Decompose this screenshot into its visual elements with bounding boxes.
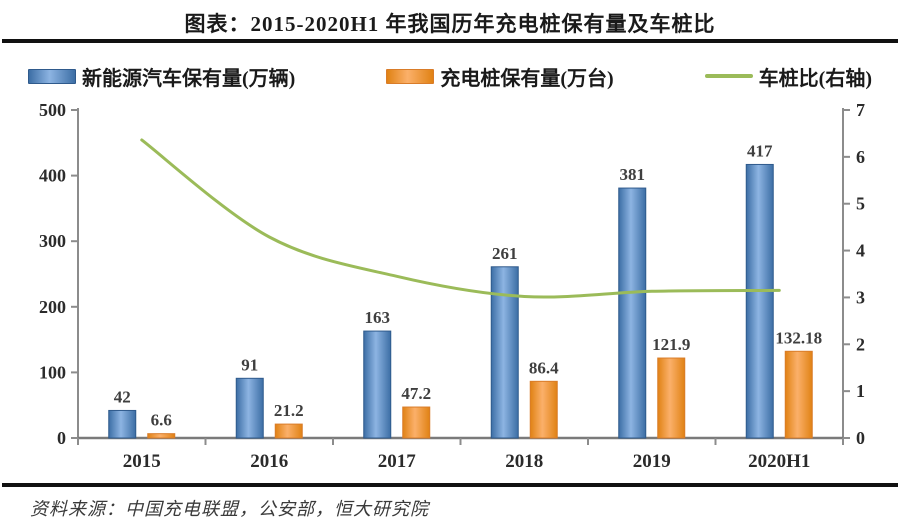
bar-ev-2018 (490, 266, 519, 439)
legend-swatch-orange-bar (386, 68, 435, 84)
legend-swatch-green-line (704, 74, 753, 78)
left-axis-tick-label: 200 (39, 297, 66, 317)
right-axis-tick-label: 7 (856, 100, 865, 120)
left-axis-tick-label: 400 (39, 166, 66, 186)
bar-pile-2017 (402, 406, 431, 439)
left-axis-tick-label: 300 (39, 231, 66, 251)
x-axis-category-label: 2019 (633, 451, 671, 472)
legend-label-ev: 新能源汽车保有量(万辆) (82, 67, 296, 90)
bar-pile-value-label: 21.2 (274, 401, 304, 420)
legend-item-ratio: 车桩比(右轴) (704, 62, 872, 91)
title-divider (2, 39, 898, 43)
source-note: 资料来源：中国充电联盟，公安部，恒大研究院 (30, 499, 429, 519)
x-axis-category-label: 2017 (378, 451, 417, 472)
right-axis-tick-label: 5 (856, 194, 865, 214)
legend: 新能源汽车保有量(万辆) 充电桩保有量(万台) 车桩比(右轴) (0, 60, 900, 92)
x-axis-category-label: 2015 (123, 451, 161, 472)
x-axis-category-label: 2016 (250, 451, 288, 472)
bar-pile-value-label: 132.18 (775, 328, 822, 347)
left-axis-tick-label: 500 (39, 100, 66, 120)
bar-pile-2019 (657, 357, 686, 439)
right-axis-tick-label: 3 (856, 287, 865, 307)
bar-ev-value-label: 261 (492, 244, 518, 263)
legend-item-ev: 新能源汽车保有量(万辆) (28, 62, 295, 91)
plot-area: 0 100 200 300 400 500 0 1 2 3 4 5 6 7 2015 2016 2017 2018… (0, 95, 900, 485)
legend-label-pile: 充电桩保有量(万台) (440, 67, 614, 90)
right-axis-tick-label: 2 (856, 334, 865, 354)
left-axis-tick-label: 0 (57, 428, 66, 448)
bar-ev-value-label: 381 (620, 165, 646, 184)
bar-ev-value-label: 417 (747, 141, 773, 160)
bar-pile-2018 (529, 380, 558, 439)
right-axis-tick-label: 1 (856, 381, 865, 401)
bar-pile-2016 (274, 423, 303, 439)
bar-pile-value-label: 6.6 (151, 411, 172, 430)
legend-swatch-blue-bar (28, 68, 76, 84)
footer-divider (2, 483, 898, 487)
page-title: 图表：2015-2020H1 年我国历年充电桩保有量及车桩比 (184, 12, 716, 36)
bar-pile-2015 (147, 433, 176, 439)
chart-svg: 0 100 200 300 400 500 0 1 2 3 4 5 6 7 2015 2016 2017 2018… (39, 100, 865, 472)
right-axis-tick-label: 6 (856, 147, 865, 167)
x-axis-category-label: 2018 (505, 451, 543, 472)
right-axis-tick-label: 4 (856, 241, 865, 261)
bar-ev-2017 (363, 330, 392, 439)
bar-ev-value-label: 163 (365, 308, 391, 327)
bar-ev-2016 (235, 377, 264, 439)
bar-ev-2020H1 (745, 163, 774, 439)
legend-label-ratio: 车桩比(右轴) (758, 67, 872, 90)
x-axis-category-label: 2020H1 (748, 451, 810, 472)
bar-pile-value-label: 86.4 (529, 358, 559, 377)
ratio-line (140, 138, 781, 299)
bar-ev-2019 (618, 187, 647, 439)
bar-pile-2020H1 (784, 350, 813, 439)
bar-pile-value-label: 47.2 (401, 384, 431, 403)
right-axis-tick-label: 0 (856, 428, 865, 448)
left-axis-tick-label: 100 (39, 362, 66, 382)
legend-item-pile: 充电桩保有量(万台) (386, 62, 614, 91)
bar-ev-2015 (108, 409, 137, 439)
bar-pile-value-label: 121.9 (652, 335, 690, 354)
bar-ev-value-label: 91 (241, 355, 258, 374)
bar-ev-value-label: 42 (114, 387, 131, 406)
